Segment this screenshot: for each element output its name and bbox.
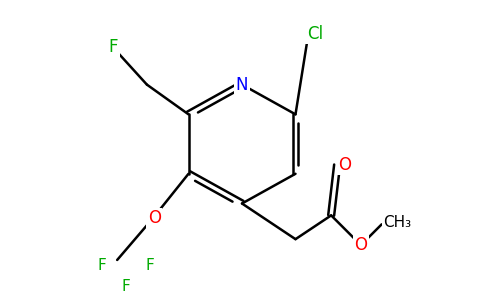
Text: O: O <box>354 236 367 254</box>
Text: O: O <box>148 209 161 227</box>
Text: F: F <box>146 258 154 273</box>
Text: F: F <box>121 279 131 294</box>
Text: CH₃: CH₃ <box>383 215 411 230</box>
Text: N: N <box>236 76 248 94</box>
Text: F: F <box>98 258 106 273</box>
Text: F: F <box>109 38 119 56</box>
Text: Cl: Cl <box>307 25 323 43</box>
Text: O: O <box>338 156 351 174</box>
